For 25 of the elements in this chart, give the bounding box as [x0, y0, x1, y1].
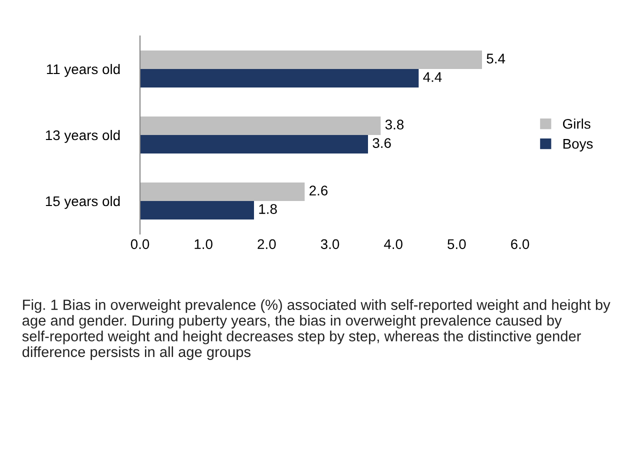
- x-tick-label: 0.0: [130, 239, 150, 250]
- data-label: 3.6: [372, 138, 391, 148]
- bar: [140, 182, 305, 201]
- x-tick-label: 4.0: [384, 239, 402, 250]
- caption: Fig. 1 Bias in overweight prevalence (%) associated with self-reported weight and height by age and gender. During puberty years, the bias in overweight prevalence caused by self-reported weight and height decreases step by step, whereas the distinctive gender difference persists in all age groups: [22, 299, 610, 360]
- data-label: 3.8: [385, 120, 404, 130]
- x-tick-label: 1.0: [194, 239, 212, 250]
- bar: [140, 116, 381, 135]
- data-label: 4.4: [423, 72, 442, 82]
- x-tick-label: 3.0: [320, 239, 340, 250]
- y-tick-label: 13 years old: [46, 130, 120, 143]
- bar: [140, 135, 368, 154]
- y-tick-label: 15 years old: [46, 196, 120, 209]
- x-tick-label: 2.0: [258, 239, 276, 250]
- data-label: 5.4: [486, 54, 506, 64]
- bar: [140, 201, 254, 220]
- x-tick-label: 6.0: [511, 239, 530, 250]
- data-label: 1.8: [259, 204, 277, 214]
- bar: [140, 69, 419, 88]
- legend-label: Boys: [563, 139, 593, 152]
- x-tick-label: 5.0: [448, 239, 466, 250]
- data-label: 2.6: [310, 186, 328, 196]
- bar: [140, 50, 482, 69]
- legend-label: Girls: [563, 118, 590, 129]
- y-tick-label: 11 years old: [46, 64, 120, 77]
